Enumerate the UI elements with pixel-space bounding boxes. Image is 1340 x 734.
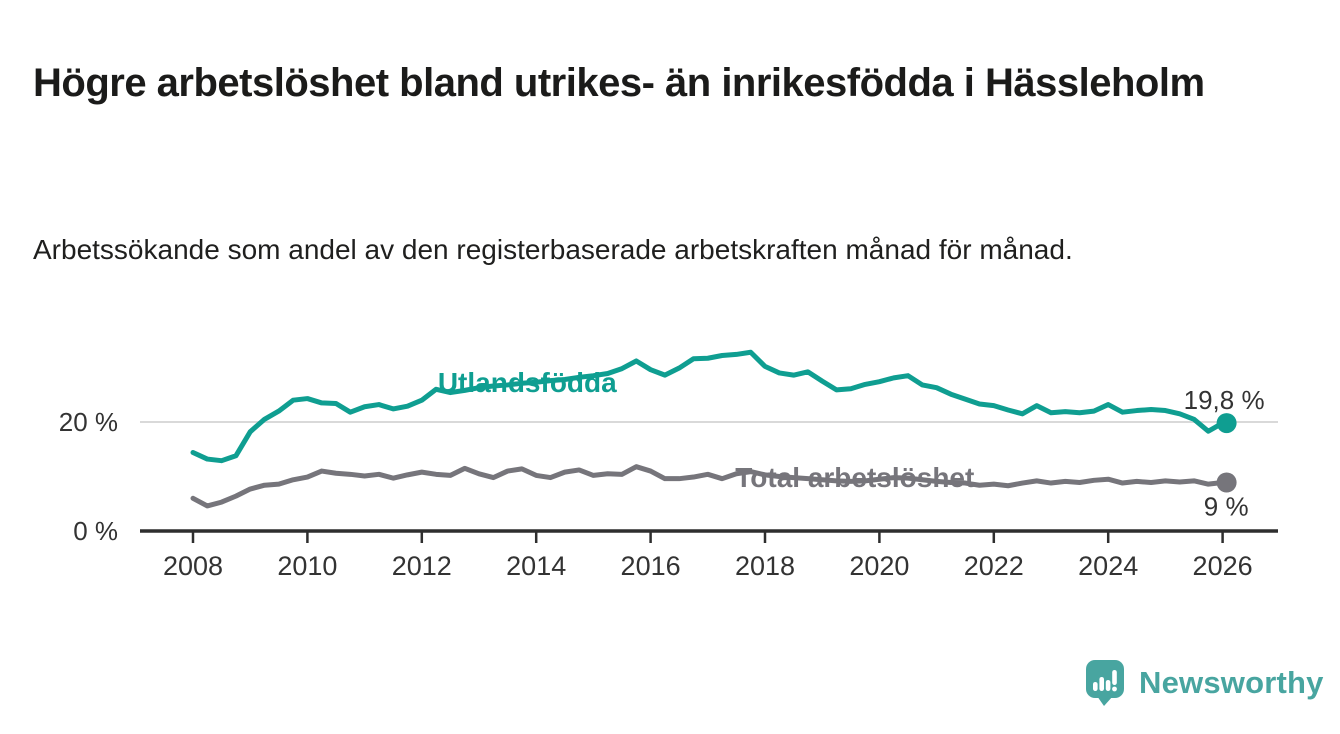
end-value-label-utlandsfodda: 19,8 %	[1184, 385, 1265, 415]
x-axis-tick-label: 2012	[392, 551, 452, 581]
x-axis-tick-label: 2022	[964, 551, 1024, 581]
chart-subtitle: Arbetssökande som andel av den registerb…	[33, 234, 1073, 265]
y-axis-tick-label: 0 %	[73, 516, 118, 546]
y-axis-tick-label: 20 %	[59, 407, 118, 437]
series-label-total: Total arbetslöshet	[735, 462, 974, 493]
x-axis-tick-label: 2018	[735, 551, 795, 581]
x-axis-tick-label: 2016	[621, 551, 681, 581]
x-axis-tick-label: 2026	[1193, 551, 1253, 581]
newsworthy-brand[interactable]: Newsworthy	[1085, 658, 1324, 707]
series-label-utlandsfodda: Utlandsfödda	[438, 367, 617, 398]
x-axis-tick-label: 2008	[163, 551, 223, 581]
series-line-utlandsfodda[interactable]	[190, 349, 1226, 464]
x-axis-tick-label: 2024	[1078, 551, 1138, 581]
series-end-dot-utlandsfodda[interactable]	[1216, 413, 1237, 434]
x-axis-tick-label: 2014	[506, 551, 566, 581]
series-line-total[interactable]	[190, 464, 1226, 509]
x-axis-tick-label: 2020	[849, 551, 909, 581]
series-end-dot-total[interactable]	[1216, 472, 1237, 493]
x-axis-tick-label: 2010	[277, 551, 337, 581]
newsworthy-logo-text: Newsworthy	[1139, 664, 1324, 700]
end-value-label-total: 9 %	[1204, 491, 1249, 521]
page-title: Högre arbetslöshet bland utrikes- än inr…	[33, 60, 1205, 105]
newsworthy-logo-icon	[1085, 658, 1125, 707]
